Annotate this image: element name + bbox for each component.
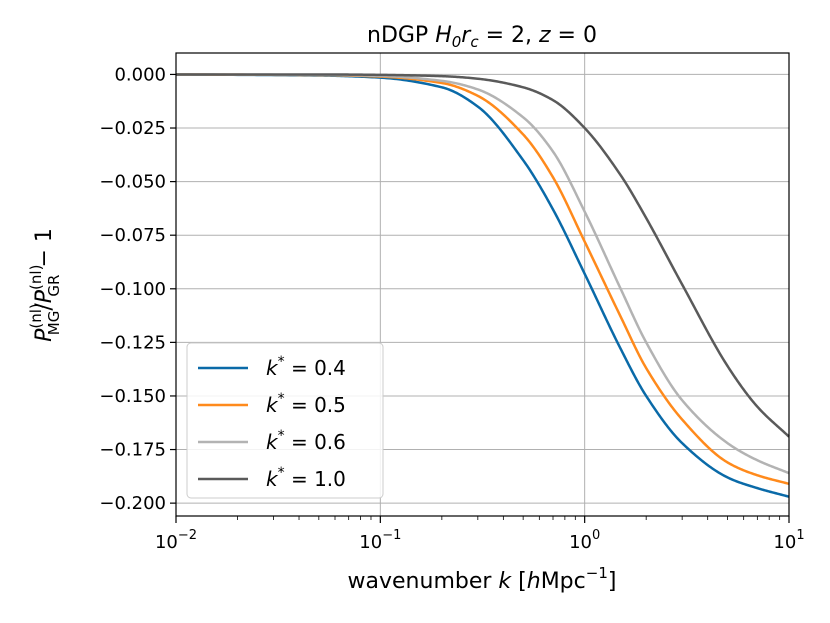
series-line-2	[175, 73, 790, 475]
y-tick-label: −0.200	[99, 493, 166, 514]
chart-title: nDGP H0rc = 2, z = 0	[367, 23, 597, 51]
series-lines	[175, 73, 790, 498]
y-axis-label: P(nl)MG/P(nl)GR − 1	[27, 228, 63, 342]
legend-label-k05: k* = 0.5	[266, 391, 346, 417]
y-tick-label: −0.175	[99, 440, 166, 461]
x-axis-label: wavenumber k [hMpc−1]	[348, 564, 617, 594]
legend-label-k10: k* = 1.0	[266, 465, 346, 491]
y-tick-label: −0.050	[99, 172, 166, 193]
x-tick-label: 10−2	[155, 528, 197, 553]
y-tick-label: −0.075	[99, 225, 166, 246]
x-tick-label: 100	[569, 528, 600, 553]
legend-label-k04: k* = 0.4	[266, 354, 346, 380]
x-tick-label: 10−1	[359, 528, 401, 553]
y-tick-label: −0.125	[99, 332, 166, 353]
y-tick-label: −0.025	[99, 118, 166, 139]
legend: k* = 0.4 k* = 0.5 k* = 0.6 k* = 1.0	[186, 342, 384, 499]
ticks: 0.000 −0.025 −0.050 −0.075 −0.100 −0.125 −0.15…	[99, 64, 804, 553]
y-tick-label: −0.100	[99, 279, 166, 300]
y-tick-label: 0.000	[114, 64, 166, 85]
y-tick-label: −0.150	[99, 386, 166, 407]
legend-label-k06: k* = 0.6	[266, 428, 346, 454]
plot-frame	[175, 52, 790, 517]
legend-box	[186, 342, 384, 499]
series-line-3	[176, 73, 790, 438]
x-tick-label: 101	[773, 528, 804, 553]
series-line-0	[175, 73, 790, 498]
